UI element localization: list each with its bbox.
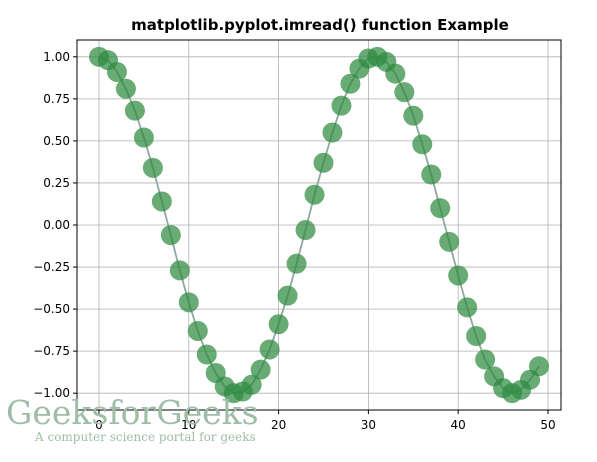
data-point	[133, 127, 154, 148]
y-tick-label: −0.50	[33, 302, 70, 316]
data-point	[457, 297, 478, 318]
data-point	[196, 344, 217, 365]
watermark: GeeksforGeeks A computer science portal …	[6, 393, 259, 444]
data-point	[466, 326, 487, 346]
data-point	[331, 95, 352, 116]
x-axis: 0 10 20 30 40 50	[95, 410, 556, 432]
data-point	[403, 105, 424, 126]
data-point	[304, 184, 325, 205]
y-tick-label: 0.50	[43, 134, 70, 148]
data-point	[259, 339, 280, 360]
data-point	[322, 122, 343, 143]
x-tick-label: 50	[540, 418, 555, 432]
x-tick-label: 0	[95, 418, 103, 432]
y-tick-label: −0.25	[33, 260, 70, 274]
data-point	[169, 260, 190, 281]
data-point	[412, 134, 433, 155]
y-tick-label: 0.00	[43, 218, 70, 232]
watermark-sub-text: A computer science portal for geeks	[34, 430, 256, 444]
data-point	[448, 265, 469, 286]
data-point	[394, 82, 415, 103]
y-axis: 1.00 0.75 0.50 0.25 0.00 −0.25 −0.50 −0.75 −1.00	[33, 50, 77, 400]
data-point	[277, 285, 298, 306]
y-tick-label: −1.00	[33, 386, 70, 400]
data-point	[430, 198, 451, 219]
data-point	[151, 191, 172, 212]
data-point	[439, 231, 460, 252]
y-tick-label: 0.75	[43, 92, 70, 106]
data-point	[106, 61, 127, 82]
watermark-main-text: GeeksforGeeks	[6, 393, 259, 432]
data-point	[142, 157, 163, 178]
data-point	[385, 63, 406, 84]
data-point	[340, 73, 361, 94]
data-point	[241, 374, 262, 395]
data-points	[89, 46, 549, 404]
x-tick-label: 30	[361, 418, 376, 432]
data-point	[529, 356, 549, 377]
data-point	[160, 225, 181, 246]
data-point	[115, 78, 136, 99]
x-tick-label: 40	[451, 418, 466, 432]
data-point	[124, 100, 145, 121]
y-tick-label: 0.25	[43, 176, 70, 190]
y-tick-label: 1.00	[43, 50, 70, 64]
x-tick-label: 20	[271, 418, 286, 432]
data-point	[421, 164, 442, 185]
chart-title: matplotlib.pyplot.imread() function Exam…	[131, 16, 509, 34]
data-point	[295, 220, 316, 241]
y-tick-label: −0.75	[33, 344, 70, 358]
data-point	[286, 253, 307, 274]
data-point	[268, 314, 289, 335]
data-point	[313, 152, 334, 173]
data-point	[250, 359, 271, 380]
data-point	[475, 349, 496, 370]
data-point	[178, 292, 199, 313]
data-point	[187, 320, 208, 341]
x-tick-label: 10	[181, 418, 196, 432]
